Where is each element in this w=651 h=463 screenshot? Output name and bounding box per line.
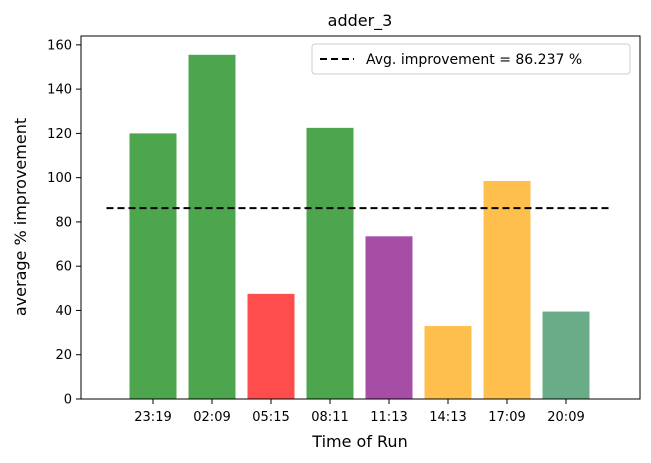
legend-box	[311, 43, 631, 75]
y-tick-label: 60	[55, 260, 72, 275]
y-tick-label: 120	[47, 127, 72, 142]
x-tick-label: 20:09	[547, 410, 584, 425]
bar-05-15	[247, 293, 295, 399]
y-tick-label: 0	[64, 393, 72, 408]
x-tick-label: 08:11	[311, 410, 348, 425]
y-tick-label: 140	[47, 83, 72, 98]
x-axis: 23:19 02:09 05:15 08:11 11:13 14:13 17:09 20:09	[134, 399, 585, 425]
y-axis-label: average % improvement	[11, 118, 30, 316]
x-tick-label: 02:09	[193, 410, 230, 425]
x-tick-label: 17:09	[488, 410, 525, 425]
x-axis-label: Time of Run	[311, 432, 407, 451]
x-tick-label: 05:15	[252, 410, 289, 425]
bar-14-13	[424, 325, 472, 399]
y-tick-label: 100	[47, 171, 72, 186]
legend-label: Avg. improvement = 86.237 %	[366, 52, 582, 68]
bars-layer	[129, 54, 590, 400]
bar-08-11	[306, 127, 354, 400]
chart-title: adder_3	[328, 11, 393, 31]
bar-20-09	[542, 311, 590, 399]
bar-23-19	[129, 133, 177, 399]
x-tick-label: 11:13	[370, 410, 407, 425]
x-tick-label: 14:13	[429, 410, 466, 425]
bar-11-13	[365, 236, 413, 399]
y-tick-label: 40	[55, 304, 72, 319]
y-tick-label: 80	[55, 215, 72, 230]
y-axis: 0 20 40 60 80 100 120 140 160	[47, 38, 81, 408]
bar-17-09	[483, 180, 531, 399]
legend: Avg. improvement = 86.237 %	[311, 43, 631, 75]
bar-02-09	[188, 54, 236, 399]
y-tick-label: 160	[47, 38, 72, 53]
x-tick-label: 23:19	[134, 410, 171, 425]
plot-frame	[80, 35, 641, 400]
y-tick-label: 20	[55, 348, 72, 363]
